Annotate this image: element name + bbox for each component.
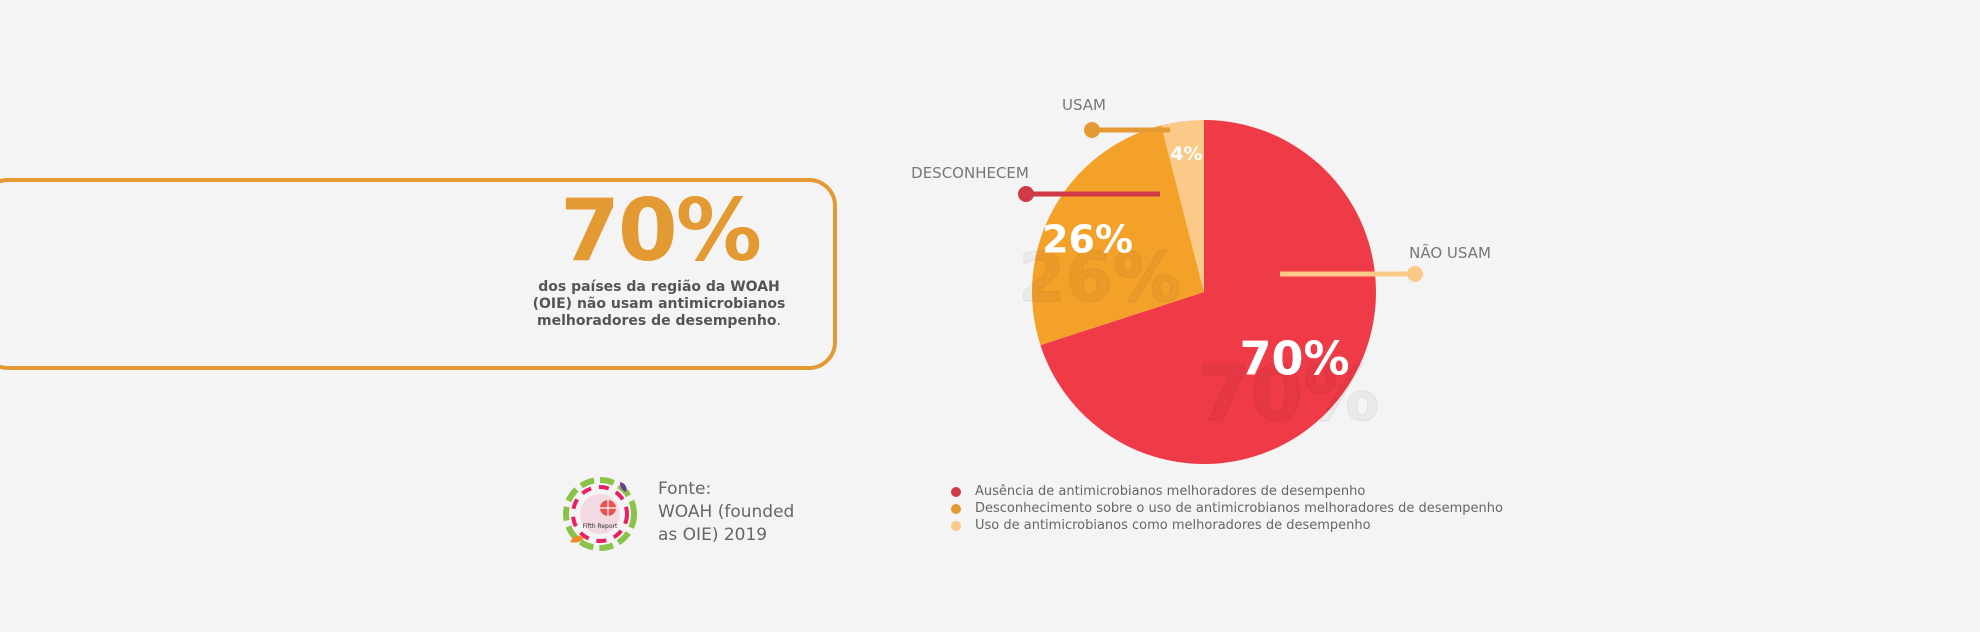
highlight-box <box>0 178 837 370</box>
slice-label-desconhecem: DESCONHECEM <box>911 164 1029 182</box>
legend-item-ausencia: Ausência de antimicrobianos melhoradores… <box>951 483 1503 500</box>
callout-dot-desconhecem <box>1018 186 1034 202</box>
slice-percent-nao-usam: 70% <box>1240 331 1350 385</box>
legend-item-desconhecimento: Desconhecimento sobre o uso de antimicro… <box>951 500 1503 517</box>
logo-caption: Fifth Report <box>583 523 618 530</box>
callout-dot-nao-usam <box>1407 266 1423 282</box>
legend-swatch-uso <box>951 520 961 531</box>
report-logo: Fifth Report <box>563 477 637 551</box>
pie-slice-desconhecem <box>1032 125 1204 346</box>
slice-watermark-desconhecem: 26% <box>1018 239 1181 318</box>
highlight-description-tail: . <box>776 313 781 329</box>
slice-percent-usam: 4% <box>1170 143 1202 165</box>
highlight-description-text: dos países da região da WOAH (OIE) não u… <box>532 279 786 329</box>
legend-label-ausencia: Ausência de antimicrobianos melhoradores… <box>975 484 1366 499</box>
logo-animal-icon <box>570 535 584 543</box>
logo-ring-inner <box>571 485 629 543</box>
pie-slice-nao-usam <box>1040 120 1377 464</box>
callout-dot-usam <box>1084 122 1100 138</box>
legend-label-uso: Uso de antimicrobianos como melhoradores… <box>975 518 1371 533</box>
source-label: Fonte: <box>658 479 712 499</box>
legend-swatch-desconhecimento <box>951 503 961 514</box>
slice-label-nao-usam: NÃO USAM <box>1409 243 1491 262</box>
legend-label-desconhecimento: Desconhecimento sobre o uso de antimicro… <box>975 501 1503 516</box>
legend-swatch-ausencia <box>951 486 961 497</box>
highlight-description: dos países da região da WOAH (OIE) não u… <box>528 279 790 330</box>
legend-item-uso: Uso de antimicrobianos como melhoradores… <box>951 517 1503 534</box>
source-line-2: as OIE) 2019 <box>658 525 768 545</box>
slice-watermark-nao-usam: 70% <box>1198 349 1380 438</box>
logo-globe-lines <box>600 500 616 516</box>
slice-percent-desconhecem: 26% <box>1042 218 1133 262</box>
pie-slice-usam <box>1161 120 1204 292</box>
logo-bird-icon <box>620 482 627 492</box>
slice-label-usam: USAM <box>1062 96 1106 114</box>
chart-legend: Ausência de antimicrobianos melhoradores… <box>951 483 1503 534</box>
highlight-percentage: 70% <box>560 181 762 281</box>
logo-ring <box>563 477 637 551</box>
source-note: Fonte: WOAH (founded as OIE) 2019 <box>658 478 828 547</box>
source-line-1: WOAH (founded <box>658 502 795 522</box>
